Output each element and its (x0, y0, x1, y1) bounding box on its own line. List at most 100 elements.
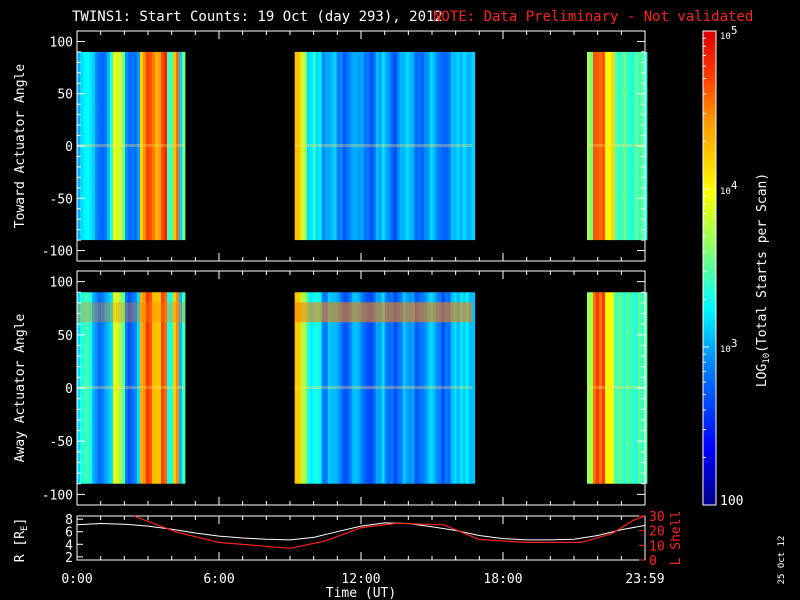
heatmap-column (629, 51, 633, 241)
heatmap-column (390, 51, 395, 241)
heatmap-column (378, 51, 383, 241)
heatmap-column (384, 292, 389, 484)
heatmap-column (182, 51, 186, 241)
y-tick-label: 0 (65, 140, 73, 155)
heatmap-column (107, 51, 111, 241)
heatmap-column (140, 292, 144, 484)
heatmap-column (354, 292, 359, 484)
heatmap-column (387, 51, 392, 241)
heatmap-column (369, 292, 374, 484)
heatmap-column (468, 292, 473, 484)
high-angle-band (294, 302, 473, 323)
heatmap-column (354, 51, 359, 241)
x-axis-label: Time (UT) (326, 586, 396, 600)
heatmap-column (632, 51, 636, 241)
heatmap-column (300, 292, 305, 484)
colorbar-frame (702, 30, 717, 506)
heatmap-column (158, 292, 162, 484)
x-tick-label: 6:00 (203, 572, 234, 587)
toward-heatmap (77, 51, 648, 241)
l-shell-tick-label: 20 (649, 525, 665, 540)
heatmap-column (351, 292, 356, 484)
l-shell-tick-label: 0 (649, 554, 657, 569)
heatmap-column (330, 51, 335, 241)
heatmap-column (113, 51, 117, 241)
heatmap-column (614, 292, 618, 484)
heatmap-column (411, 51, 416, 241)
heatmap-column (170, 292, 174, 484)
r-axis-label-sub: E (20, 526, 30, 531)
heatmap-column (125, 292, 129, 484)
heatmap-column (459, 51, 464, 241)
center-angle-band (587, 386, 645, 389)
heatmap-column (396, 292, 401, 484)
y-tick-label: 0 (65, 382, 73, 397)
heatmap-column (623, 51, 627, 241)
heatmap-column (599, 292, 603, 484)
heatmap-column (143, 292, 147, 484)
heatmap-column (167, 51, 171, 241)
colorbar-tick-exp: 3 (731, 337, 738, 350)
heatmap-column (644, 292, 648, 484)
heatmap-column (179, 51, 183, 241)
heatmap-column (342, 292, 347, 484)
heatmap-column (384, 51, 389, 241)
colorbar-label-suffix: (Total Starts per Scan) (755, 173, 770, 353)
colorbar-tick-label: 100 (720, 494, 743, 509)
heatmap-column (456, 51, 461, 241)
heatmap-column (95, 51, 99, 241)
heatmap-column (590, 51, 594, 241)
heatmap-column (611, 292, 615, 484)
heatmap-column (447, 51, 452, 241)
heatmap-column (432, 51, 437, 241)
heatmap-column (593, 51, 597, 241)
heatmap-column (149, 51, 153, 241)
heatmap-column (405, 51, 410, 241)
heatmap-column (330, 292, 335, 484)
heatmap-column (453, 292, 458, 484)
x-tick-label: 12:00 (341, 572, 380, 587)
center-angle-band (294, 386, 473, 389)
heatmap-column (587, 51, 591, 241)
heatmap-column (462, 292, 467, 484)
heatmap-column (348, 51, 353, 241)
heatmap-column (593, 292, 597, 484)
heatmap-column (372, 51, 377, 241)
heatmap-column (381, 51, 386, 241)
heatmap-column (623, 292, 627, 484)
heatmap-column (128, 292, 132, 484)
heatmap-column (140, 51, 144, 241)
heatmap-column (366, 292, 371, 484)
r-tick-label: 8 (65, 513, 73, 528)
heatmap-column (155, 292, 159, 484)
away-heatmap (77, 292, 648, 484)
heatmap-column (137, 292, 141, 484)
r-axis-label-tail: ] (13, 518, 28, 526)
heatmap-column (312, 51, 317, 241)
heatmap-column (122, 51, 126, 241)
heatmap-column (423, 51, 428, 241)
heatmap-column (119, 51, 123, 241)
heatmap-column (324, 292, 329, 484)
heatmap-column (414, 51, 419, 241)
heatmap-column (438, 292, 443, 484)
l-shell-tick-label: 30 (649, 510, 665, 525)
heatmap-column (632, 292, 636, 484)
heatmap-column (104, 51, 108, 241)
heatmap-column (119, 292, 123, 484)
heatmap-column (321, 292, 326, 484)
heatmap-column (294, 51, 299, 241)
heatmap-column (179, 292, 183, 484)
heatmap-column (626, 292, 630, 484)
heatmap-column (390, 292, 395, 484)
heatmap-column (417, 51, 422, 241)
heatmap-column (363, 292, 368, 484)
l-shell-axis-label: L Shell (669, 511, 684, 566)
colorbar-tick-base: 100 (720, 494, 743, 509)
heatmap-column (92, 51, 96, 241)
heatmap-column (468, 51, 473, 241)
heatmap-column (152, 51, 156, 241)
